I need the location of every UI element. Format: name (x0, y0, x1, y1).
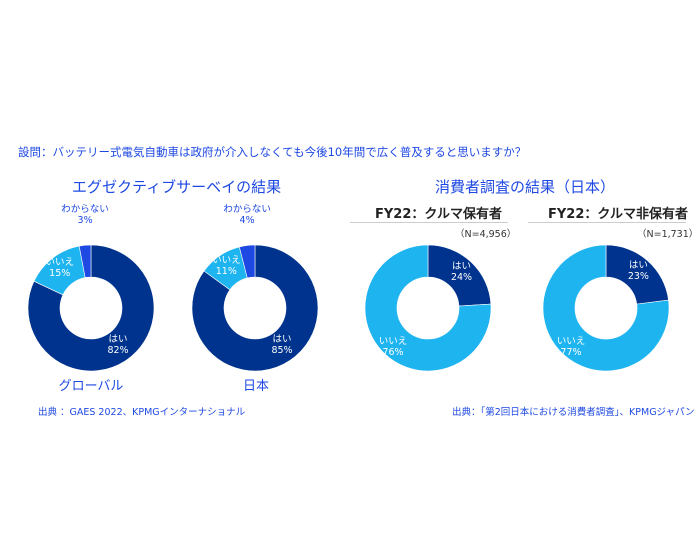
slice-label-yes: はい 82% (107, 334, 128, 356)
slice-name: はい (628, 260, 648, 272)
slice-name: はい (272, 334, 292, 345)
slice-value: 23% (627, 271, 649, 283)
slice-name: わからない (223, 204, 271, 216)
slice-name: はい (452, 261, 472, 273)
slice-name: わからない (61, 204, 109, 216)
slice-value: 3% (77, 215, 93, 227)
slice-name: いいえ (45, 256, 74, 268)
divider (528, 222, 686, 223)
slice-value: 85% (271, 345, 293, 356)
slice-name: はい (108, 334, 128, 345)
executive-section-title: エグゼクティブサーベイの結果 (72, 178, 282, 196)
slice-name: いいえ (378, 336, 408, 347)
slice-value: 11% (215, 265, 237, 277)
slice-name: いいえ (556, 336, 586, 347)
donut-slice-yes (191, 244, 319, 372)
slice-value: 24% (450, 272, 473, 284)
donut-slice-unknown (238, 244, 256, 279)
divider (350, 222, 508, 223)
owner-chart-title: FY22：クルマ保有者 (375, 207, 502, 222)
nonowner-chart-title: FY22：クルマ非保有者 (548, 207, 688, 222)
slice-label-no: いいえ 15% (45, 257, 74, 279)
nonowner-sample-size: （N=1,731） (637, 229, 699, 240)
slice-value: 77% (560, 347, 582, 358)
executive-source: 出典 ：GAES 2022、KPMGインターナショナル (38, 407, 246, 418)
consumer-source: 出典：「第2回日本における消費者調査」、KPMGジャパン (452, 407, 695, 418)
donut-slice-yes (27, 244, 155, 372)
owner-sample-size: （N=4,956） (455, 229, 517, 240)
donut-slice-no (364, 244, 492, 372)
slice-value: 15% (49, 267, 71, 279)
slice-label-unknown: わからない 4% (223, 204, 271, 226)
slice-name: いいえ (212, 254, 241, 266)
slice-label-no: いいえ 77% (557, 336, 586, 358)
donut-slice-unknown (78, 244, 92, 278)
slice-label-yes: はい 24% (451, 261, 472, 283)
global-label: グローバル (58, 379, 124, 394)
slice-value: 82% (107, 345, 129, 356)
slice-label-no: いいえ 11% (212, 255, 241, 277)
slice-label-yes: はい 85% (271, 334, 292, 356)
slice-label-unknown: わからない 3% (61, 204, 109, 226)
consumer-section-title: 消費者調査の結果（日本） (435, 178, 616, 196)
donut-slice-no (542, 244, 670, 372)
question-text: 設問：バッテリー式電気自動車は政府が介入しなくても今後10年間で広く普及すると思… (18, 145, 527, 159)
slice-value: 76% (382, 347, 404, 358)
japan-label: 日本 (242, 379, 270, 394)
slice-label-yes: はい 23% (628, 260, 649, 282)
slice-value: 4% (239, 215, 255, 227)
slice-label-no: いいえ 76% (379, 336, 408, 358)
